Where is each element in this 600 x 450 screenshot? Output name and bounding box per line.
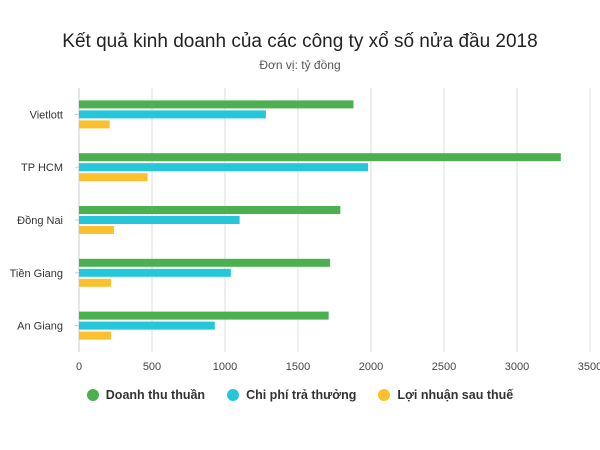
x-tick-label-4: 2000 <box>359 361 383 373</box>
chart-subtitle: Đơn vị: tỷ đồng <box>259 58 341 72</box>
category-label-1: TP HCM <box>21 162 63 174</box>
chart-title: Kết quả kinh doanh của các công ty xổ số… <box>62 31 538 52</box>
legend: Doanh thu thuần Chi phí trả thưởng Lợi n… <box>0 388 600 402</box>
bar-2-0 <box>79 206 341 214</box>
bar-0-0 <box>79 100 354 109</box>
legend-swatch-profit <box>378 389 391 401</box>
bar-3-0 <box>79 258 331 267</box>
legend-label-revenue: Doanh thu thuần <box>105 388 206 402</box>
bar-3-2 <box>79 278 112 287</box>
x-tick-label-3: 1500 <box>286 361 310 373</box>
legend-label-profit: Lợi nhuận sau thuế <box>397 388 514 402</box>
bar-3-1 <box>79 268 231 277</box>
legend-label-payout: Chi phí trả thưởng <box>246 388 357 402</box>
legend-item-revenue[interactable]: Doanh thu thuần <box>86 388 206 402</box>
x-tick-label-7: 3500 <box>578 361 600 373</box>
x-tick-label-2: 1000 <box>213 361 237 373</box>
legend-item-payout[interactable]: Chi phí trả thưởng <box>227 388 356 402</box>
legend-item-profit[interactable]: Lợi nhuận sau thuế <box>378 388 513 402</box>
category-label-3: Tiền Giang <box>10 268 63 280</box>
bar-2-2 <box>79 226 115 234</box>
x-tick-label-6: 3000 <box>505 361 529 373</box>
bar-0-2 <box>79 120 110 129</box>
bar-0-1 <box>79 110 266 119</box>
bar-2-1 <box>79 216 240 224</box>
bar-1-0 <box>79 153 561 162</box>
bar-4-1 <box>79 321 215 330</box>
legend-swatch-revenue <box>86 389 99 401</box>
legend-swatch-payout <box>227 389 240 401</box>
category-label-2: Đồng Nai <box>17 215 63 227</box>
x-tick-label-1: 500 <box>143 361 161 373</box>
x-tick-label-0: 0 <box>76 361 82 373</box>
category-label-4: An Giang <box>17 321 63 333</box>
bar-1-1 <box>79 163 369 172</box>
bar-4-0 <box>79 311 329 320</box>
category-label-0: Vietlott <box>30 109 63 121</box>
bar-4-2 <box>79 331 112 340</box>
bar-1-2 <box>79 173 148 182</box>
x-tick-label-5: 2500 <box>432 361 456 373</box>
